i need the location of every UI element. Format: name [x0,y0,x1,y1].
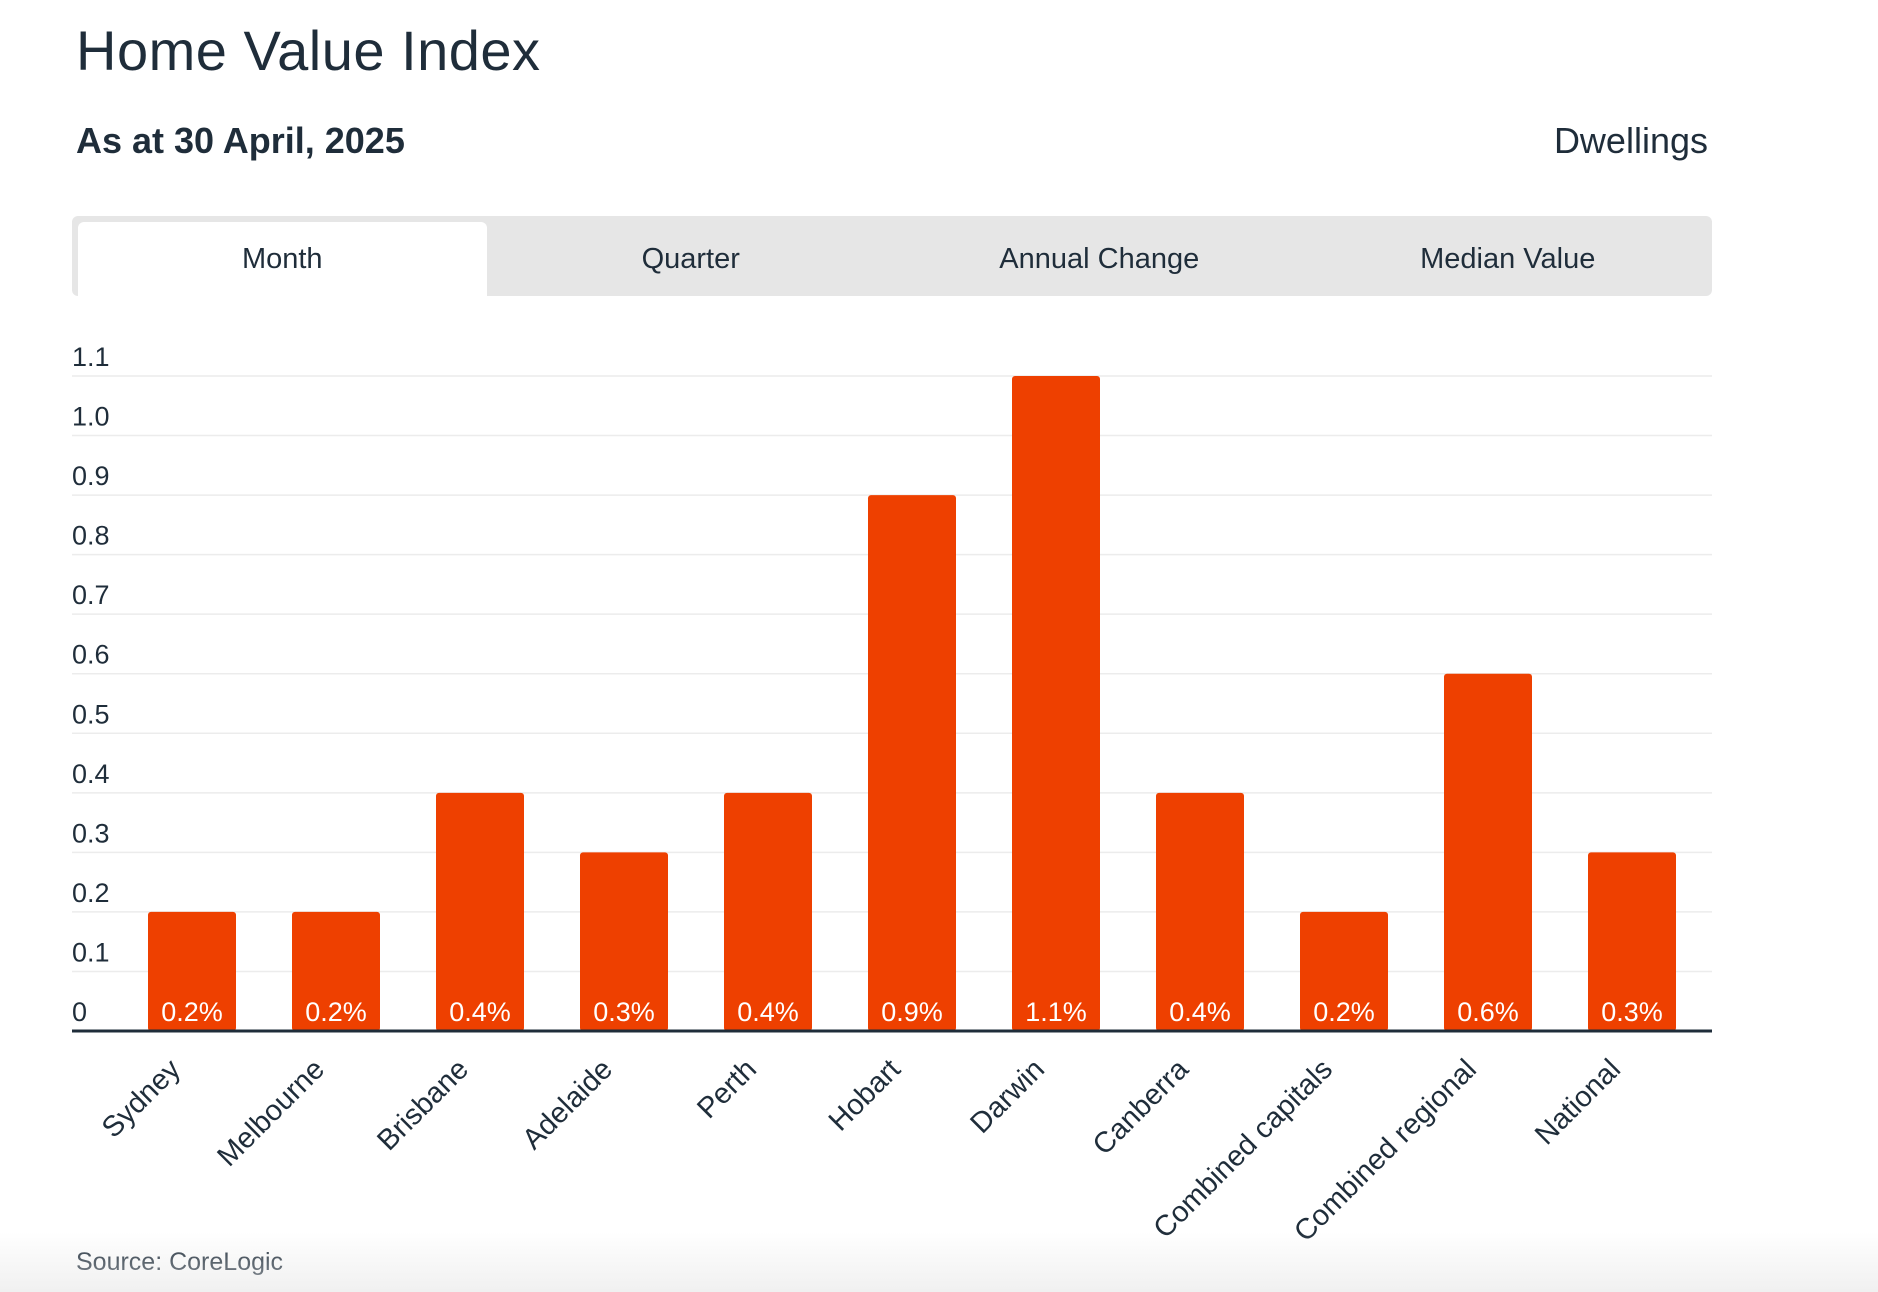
bar [1444,673,1532,1031]
y-tick-label: 0.1 [72,937,110,967]
x-tick-label: Adelaide [517,1053,619,1155]
data-label: 0.3% [593,997,655,1027]
bar [1156,792,1244,1031]
y-tick-label: 0 [72,997,87,1027]
data-label: 0.9% [881,997,943,1027]
tab-annual-change[interactable]: Annual Change [999,242,1200,275]
x-tick-label: Canberra [1087,1053,1196,1162]
tab-quarter[interactable]: Quarter [641,242,740,275]
x-tick-label: Darwin [965,1053,1051,1139]
data-label: 0.2% [161,997,223,1027]
data-label: 0.2% [305,997,367,1027]
bar [724,792,812,1031]
y-tick-label: 0.4 [72,759,110,789]
x-tick-label: Brisbane [371,1053,475,1157]
data-label: 0.4% [1169,997,1231,1027]
period-tabs: Month Quarter Annual Change Median Value [72,216,1712,296]
data-label: 1.1% [1025,997,1087,1027]
x-tick-label: Perth [691,1053,763,1125]
data-label: 0.6% [1457,997,1519,1027]
y-tick-label: 0.5 [72,699,110,729]
bar [436,792,524,1031]
bar [868,495,956,1031]
data-label: 0.3% [1601,997,1663,1027]
x-tick-label: Melbourne [211,1053,331,1173]
tab-median-value[interactable]: Median Value [1420,242,1596,275]
x-tick-label: National [1529,1053,1627,1151]
x-tick-label: Sydney [96,1053,187,1144]
bar [292,911,380,1031]
bar [1588,852,1676,1031]
y-tick-label: 1.0 [72,402,110,432]
x-tick-label: Hobart [823,1053,907,1137]
y-tick-label: 0.9 [72,461,110,491]
y-tick-label: 0.8 [72,521,110,551]
page-title: Home Value Index [76,19,541,82]
data-label: 0.4% [737,997,799,1027]
measure-label: Dwellings [1553,120,1708,161]
y-tick-label: 1.1 [72,342,110,372]
y-tick-label: 0.2 [72,878,110,908]
bar [148,911,236,1031]
date-subtitle: As at 30 April, 2025 [76,120,405,161]
bar [1300,911,1388,1031]
data-label: 0.2% [1313,997,1375,1027]
y-tick-label: 0.7 [72,580,110,610]
y-tick-label: 0.6 [72,640,110,670]
source-note: Source: CoreLogic [76,1248,284,1276]
bar [1012,376,1100,1031]
data-label: 0.4% [449,997,511,1027]
bar [580,852,668,1031]
y-tick-label: 0.3 [72,818,110,848]
tab-month[interactable]: Month [78,222,487,296]
